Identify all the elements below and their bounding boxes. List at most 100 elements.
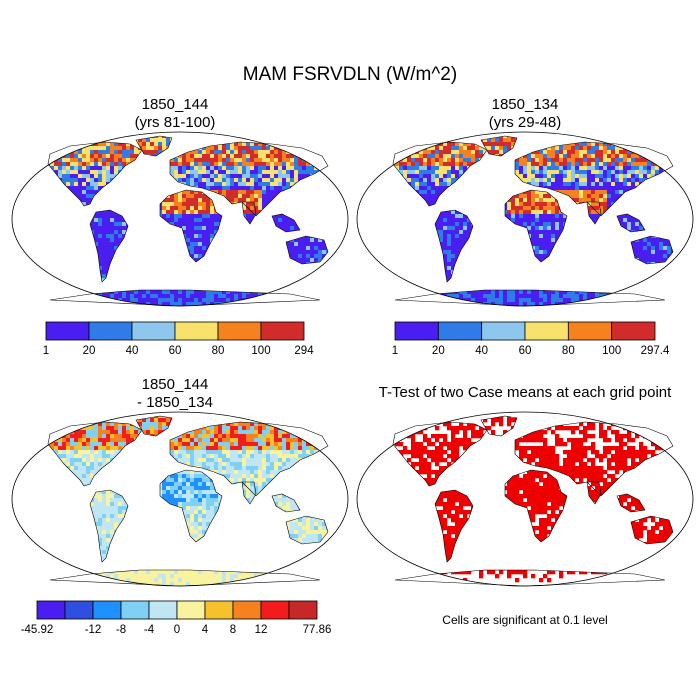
map-cell [26, 158, 30, 162]
map-cell [118, 306, 122, 310]
map-cell [230, 142, 235, 147]
map-cell [126, 290, 131, 295]
map-cell [126, 158, 131, 163]
map-cell [198, 166, 203, 171]
map-cell [78, 294, 83, 299]
map-cell [346, 294, 350, 298]
map-cell [114, 226, 119, 231]
map-cell [98, 154, 103, 159]
map-cell [222, 298, 227, 303]
map-cell [26, 138, 30, 142]
map-cell [631, 166, 636, 171]
map-cell [683, 178, 687, 182]
map-cell [262, 146, 267, 151]
map-cell [355, 170, 359, 174]
map-cell [419, 154, 424, 159]
map-cell [334, 178, 338, 182]
map-cell [86, 166, 91, 171]
map-cell [230, 174, 235, 179]
map-cell [170, 294, 175, 299]
map-cell [375, 162, 379, 166]
map-cell [455, 146, 460, 151]
map-cell [334, 170, 338, 174]
map-cell [150, 290, 155, 295]
map-cell [22, 290, 26, 294]
map-cell [415, 166, 420, 171]
map-cell [583, 150, 588, 155]
map-cell [38, 274, 42, 278]
map-cell [70, 182, 75, 187]
map-cell [575, 142, 580, 147]
map-cell [154, 290, 159, 295]
map-cell [174, 194, 179, 199]
map-cell [34, 290, 38, 294]
coastline-greenland [135, 135, 173, 157]
map-cell [102, 226, 107, 231]
map-cell [306, 254, 311, 259]
map-cell [651, 136, 656, 139]
map-cell [355, 182, 359, 186]
map-cell [254, 146, 259, 151]
map-cell [455, 162, 460, 167]
map-cell [246, 302, 251, 306]
map-cell [74, 170, 79, 175]
map-cell [499, 146, 504, 151]
map-cell [14, 146, 18, 150]
map-cell [278, 306, 282, 310]
map-cell [338, 182, 342, 186]
map-cell [326, 158, 328, 163]
map-cell [294, 150, 299, 155]
map-cell [499, 150, 504, 155]
map-cell [427, 182, 432, 187]
map-cell [623, 138, 628, 143]
map-cell [162, 210, 167, 215]
map-cell [322, 270, 327, 275]
map-cell [603, 166, 608, 171]
map-cell [567, 178, 572, 183]
map-cell [451, 146, 456, 151]
map-cell [118, 290, 123, 295]
map-cell [419, 182, 424, 187]
map-cell [302, 130, 306, 134]
map-cell [298, 162, 303, 167]
map-cell [342, 278, 346, 282]
map-cell [423, 166, 428, 171]
map-cell [122, 222, 127, 227]
map-cell [170, 214, 175, 219]
map-cell [643, 174, 648, 179]
map-cell [298, 258, 303, 263]
map-cell [66, 286, 71, 291]
map-cell [411, 178, 416, 183]
map-cell [302, 246, 307, 251]
map-cell [306, 166, 311, 171]
map-cell [383, 138, 387, 142]
map-cell [531, 178, 536, 183]
map-cell [202, 214, 207, 219]
map-cell [50, 302, 55, 306]
map-cell [491, 150, 496, 155]
map-cell [162, 138, 167, 143]
map-cell [270, 302, 275, 306]
map-cell [314, 136, 319, 139]
map-cell [547, 158, 552, 163]
map-cell [162, 294, 167, 299]
map-cell [22, 150, 26, 154]
map-cell [98, 262, 103, 267]
map-cell [54, 130, 58, 134]
map-cell [527, 162, 532, 167]
map-cell [603, 136, 608, 139]
map-cell [318, 254, 323, 259]
map-cell [194, 178, 199, 183]
map-cell [306, 286, 311, 291]
map-cell [86, 146, 91, 151]
map-cell [194, 158, 199, 163]
map-cell [62, 298, 67, 303]
map-cell [591, 174, 596, 179]
map-cell [439, 166, 444, 171]
map-cell [591, 130, 595, 134]
map-cell [427, 178, 432, 183]
map-cell [42, 286, 46, 290]
map-cell [563, 158, 568, 163]
map-cell [583, 154, 588, 159]
map-cell [62, 150, 67, 155]
